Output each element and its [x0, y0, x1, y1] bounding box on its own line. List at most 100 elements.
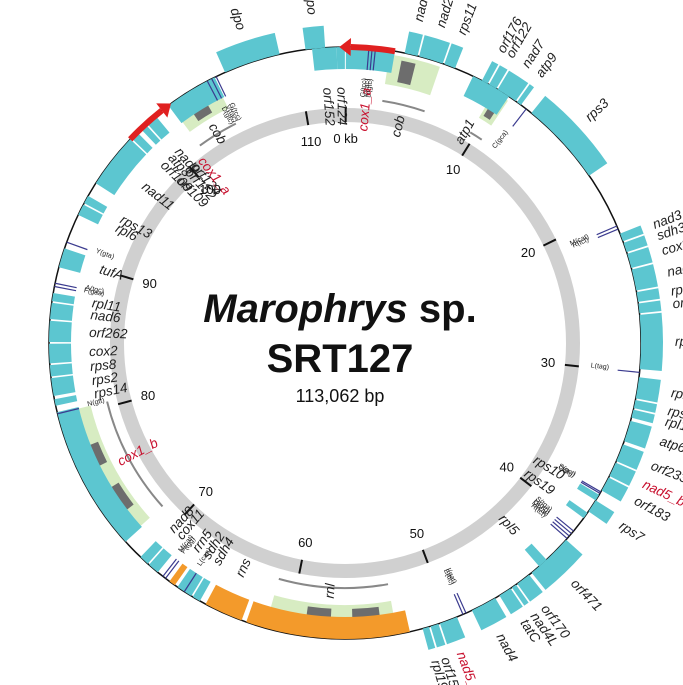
gene-label: nad6: [90, 307, 122, 325]
ruler-tick-label: 10: [446, 162, 460, 177]
gene-orf170: [517, 574, 543, 602]
gene-rpl6: [78, 204, 103, 225]
trna-mark: [556, 516, 574, 532]
gene-orf262: [49, 320, 72, 343]
gene-label: rpl19: [428, 658, 451, 685]
repeat-arrow: [350, 44, 396, 55]
gene-rpl19: [422, 626, 436, 650]
gene-rps11: [444, 43, 464, 69]
gene-cox2: [49, 343, 72, 364]
gene-atp6: [624, 420, 652, 449]
gene-sdh4: [192, 577, 211, 601]
gene-atp9: [516, 84, 535, 105]
gene-label: rnl: [322, 582, 338, 599]
trna-label: A(tgc): [85, 285, 105, 296]
trna-label: G(tcc): [360, 78, 369, 98]
gene-label: orf471: [568, 576, 605, 614]
ruler-tick-label: 40: [500, 459, 514, 474]
trna-mark: [206, 80, 219, 101]
gene-label: orf262: [89, 325, 128, 342]
gene-nad7: [497, 70, 529, 102]
ruler-tick-label: 90: [142, 276, 156, 291]
gene-nad4: [471, 598, 507, 631]
gene-nad4L: [511, 584, 529, 606]
gene-nad3: [620, 225, 644, 242]
gene-label: cox2: [89, 343, 119, 359]
ruler-tick-label: 30: [541, 355, 555, 370]
trna-mark: [617, 369, 640, 373]
gene-tatC: [499, 588, 523, 615]
gene-rps19: [565, 500, 588, 519]
gene-rps10: [577, 483, 600, 501]
gene-label: orf121: [672, 292, 683, 311]
gene-rrn5: [169, 563, 188, 586]
gene-rps13: [84, 195, 108, 214]
gene-label: cox3: [660, 236, 683, 258]
gene-label: nad2: [433, 0, 456, 29]
gene-rpl2: [635, 377, 661, 403]
gene-label: dpo: [227, 6, 248, 33]
gene-label: rpl14: [664, 414, 683, 436]
trna-mark: [580, 481, 601, 494]
gene-nad5_a: [439, 617, 466, 645]
ruler-tick: [519, 476, 532, 487]
trna-label: L(tag): [590, 363, 609, 372]
trna-label: C(gca): [491, 129, 509, 150]
trna-mark: [596, 225, 618, 236]
intron-bracket: [199, 122, 237, 147]
trna-label: V(tac): [363, 78, 372, 97]
gene-label: rps7: [617, 518, 648, 545]
gene-orf109: [131, 132, 153, 154]
ruler-tick: [461, 143, 471, 157]
gene-label: rpl2: [670, 385, 683, 403]
trna-mark: [372, 48, 377, 71]
trna-mark: [456, 592, 467, 614]
title-genus: Marophrys: [203, 287, 408, 331]
gene-blocks: [49, 25, 663, 650]
gene-label: rns: [232, 556, 253, 579]
gene-label: atp6: [658, 434, 683, 456]
gene-label: nad1: [666, 259, 683, 280]
gene-cox1_a: [345, 47, 395, 73]
gene-rpl14: [631, 409, 655, 424]
ruler-tick: [298, 559, 303, 574]
intron-orf: [397, 60, 416, 86]
gene-nad5_b: [609, 462, 636, 486]
trna-mark: [366, 47, 370, 70]
gene-label: rps4: [675, 334, 683, 349]
gene-rpl5: [524, 543, 547, 567]
ruler-tick-label: 80: [141, 388, 155, 403]
gene-label: nad4: [493, 631, 520, 665]
gene-rnl: [246, 601, 410, 639]
ruler-tick: [119, 274, 134, 281]
gene-orf122: [489, 65, 508, 89]
title-species: sp.: [408, 287, 477, 331]
trna-mark: [165, 560, 180, 579]
ruler-tick: [183, 503, 195, 516]
gene-label: cob: [388, 113, 408, 138]
trna-label: F(gaa): [83, 287, 105, 298]
trna-mark: [552, 521, 570, 537]
gene-label: nad9: [411, 0, 432, 23]
gene-cox11: [148, 548, 172, 573]
trna-mark: [215, 76, 227, 97]
repeat-arrowhead: [156, 103, 171, 118]
gene-sdh3: [623, 235, 648, 253]
gene-label: rpl16: [670, 279, 683, 299]
ruler-tick: [304, 111, 310, 126]
gene-orf121: [638, 300, 662, 314]
svg-text:Marophrys sp.: Marophrys sp.: [203, 287, 476, 331]
trna-label: N(gtt): [87, 397, 106, 408]
trna-label: D(gtc): [365, 78, 374, 98]
gene-atp8: [140, 124, 161, 145]
gene-rps7: [588, 500, 615, 524]
gene-nad1: [631, 264, 658, 291]
ruler-tick-label: 70: [198, 484, 212, 499]
trna-mark: [597, 228, 619, 239]
gene-nad6: [49, 302, 74, 321]
gene-label: atp1: [452, 117, 478, 147]
gene-cox1_b: [57, 407, 142, 542]
gene-label: rps2: [91, 369, 120, 388]
ruler-tick-label: 100: [199, 182, 221, 197]
